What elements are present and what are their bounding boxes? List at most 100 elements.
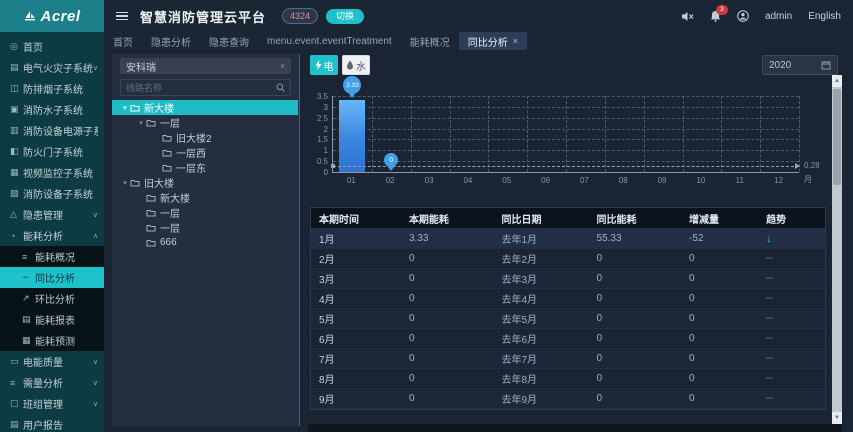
tree-node-7[interactable]: 一层 <box>112 205 298 220</box>
sidebar-subitem-9-1[interactable]: ∼ 同比分析 <box>0 267 104 288</box>
tab-4[interactable]: 能耗概况 <box>401 32 459 50</box>
yoy-bar-chart: 3.33 0 月 0 0.5 1 1.5 2 2.5 3 3.5 01 02 03 04 05 06 07 08… <box>310 76 822 204</box>
search-icon[interactable] <box>276 83 285 92</box>
table-cell: 0 <box>596 333 603 344</box>
sidebar-item-3[interactable]: ▣ 消防水子系统 <box>0 99 104 120</box>
y-axis-label: 3.5 <box>316 92 328 101</box>
trend-none: -- <box>766 273 773 284</box>
sidebar-item-label: 视频监控子系统 <box>23 169 93 180</box>
video-icon: ▦ <box>10 167 19 177</box>
sidebar-item-1[interactable]: ▤ 电气火灾子系统 ∨ <box>0 57 104 78</box>
sidebar-subitem-9-2[interactable]: ↗ 环比分析 <box>0 288 104 309</box>
grid-line-v <box>449 96 451 172</box>
table-cell: 0 <box>596 373 603 384</box>
chevron-up-icon: ∧ <box>92 232 98 240</box>
tab-3[interactable]: menu.event.eventTreatment <box>258 32 401 50</box>
sidebar-subitem-9-4[interactable]: ▦ 能耗预测 <box>0 330 104 351</box>
table-cell: 0 <box>689 273 695 284</box>
chevron-down-icon: ∨ <box>92 379 98 387</box>
yoy-table: 本期时间 本期能耗 同比日期 同比能耗 增减量 趋势 1月 3.33 去年1月 55.33 -52… <box>310 207 826 410</box>
bell-icon[interactable]: 3 <box>710 5 728 22</box>
home-icon: ◎ <box>10 41 18 51</box>
collapse-menu-icon[interactable] <box>116 11 128 21</box>
year-picker[interactable]: 2020 <box>762 55 838 75</box>
table-row-5: 6月 0 去年6月 0 0 -- <box>311 329 825 349</box>
tree-node-2[interactable]: 旧大楼2 <box>112 130 298 145</box>
tab-label: 隐患分析 <box>151 37 191 49</box>
tree-node-9[interactable]: 666 <box>112 235 298 250</box>
caret-down-icon[interactable]: ▾ <box>139 119 143 127</box>
y-axis-label: 0.5 <box>316 157 328 167</box>
username[interactable]: admin <box>764 10 793 22</box>
line-search-input[interactable] <box>121 82 276 93</box>
sidebar-item-8[interactable]: △ 隐患管理 ∨ <box>0 204 104 225</box>
tab-close-icon[interactable]: × <box>512 36 518 46</box>
x-axis-label: 06 <box>541 176 551 185</box>
sidebar-item-6[interactable]: ▦ 视频监控子系统 <box>0 162 104 183</box>
water-tab-button[interactable]: 水 <box>342 55 370 75</box>
table-cell: 0 <box>596 253 603 264</box>
scroll-up-arrow-icon[interactable]: ▲ <box>832 75 842 87</box>
grid-line-v <box>410 96 412 172</box>
grid-line-v <box>371 96 373 172</box>
vertical-scrollbar[interactable]: ▲ ▼ <box>832 75 842 424</box>
caret-down-icon[interactable]: ▾ <box>123 104 127 112</box>
tree-node-1[interactable]: ▾ 一层 <box>112 115 298 130</box>
user-avatar-icon[interactable] <box>737 10 749 22</box>
caret-down-icon[interactable]: ▾ <box>123 179 127 187</box>
tree-node-4[interactable]: 一层东 <box>112 160 298 175</box>
sidebar-item-5[interactable]: ◧ 防火门子系统 <box>0 141 104 162</box>
sidebar-item-label: 防火门子系统 <box>23 148 83 159</box>
table-cell: 0 <box>689 393 695 404</box>
tree-node-3[interactable]: 一层西 <box>112 145 298 160</box>
sidebar-item-4[interactable]: ▥ 消防设备电源子系统 <box>0 120 104 141</box>
quality-icon: ▭ <box>10 356 19 366</box>
min-value-marker: 0 <box>384 153 399 171</box>
sidebar-item-12[interactable]: ▢ 班组管理 ∨ <box>0 393 104 414</box>
grid-line-v <box>566 96 567 172</box>
scroll-down-arrow-icon[interactable]: ▼ <box>832 412 842 424</box>
forecast-icon: ▦ <box>22 335 31 345</box>
table-cell: 去年5月 <box>501 315 538 326</box>
org-select[interactable]: 安科瑞 ∨ <box>120 58 291 74</box>
table-row-6: 7月 0 去年7月 0 0 -- <box>311 349 825 369</box>
sidebar-item-10[interactable]: ▭ 电能质量 ∨ <box>0 351 104 372</box>
water-label: 水 <box>356 61 366 73</box>
tab-0[interactable]: 首页 <box>104 32 142 50</box>
calendar-icon <box>821 60 831 70</box>
line-search <box>120 79 291 96</box>
tab-5[interactable]: 同比分析 × <box>458 32 527 50</box>
table-cell: 8月 <box>319 375 335 386</box>
sidebar-item-2[interactable]: ◫ 防排烟子系统 <box>0 78 104 99</box>
electric-tab-button[interactable]: 电 <box>310 55 338 75</box>
sidebar-subitem-9-0[interactable]: ≡ 能耗概况 <box>0 246 104 267</box>
sidebar-item-0[interactable]: ◎ 首页 <box>0 36 104 57</box>
sidebar-item-13[interactable]: ▤ 用户报告 <box>0 414 104 432</box>
sidebar-menu: ◎首页▤电气火灾子系统∨◫防排烟子系统▣消防水子系统▥消防设备电源子系统◧防火门… <box>0 32 104 432</box>
sidebar-item-7[interactable]: ▧ 消防设备子系统 <box>0 183 104 204</box>
x-axis-label: 04 <box>463 176 473 185</box>
sidebar-submenu: ≡ 能耗概况 ∼ 同比分析 ↗ 环比分析 ▤ 能耗报表 ▦ 能耗预测 <box>0 246 104 351</box>
sidebar-item-label: 同比分析 <box>35 274 75 285</box>
table-row-0: 1月 3.33 去年1月 55.33 -52 ↓ <box>311 229 825 249</box>
tree-node-8[interactable]: 一层 <box>112 220 298 235</box>
tree-node-6[interactable]: 新大楼 <box>112 190 298 205</box>
tab-1[interactable]: 隐患分析 <box>142 32 200 50</box>
tree-node-0[interactable]: ▾ 新大楼 <box>112 100 298 115</box>
mute-speaker-icon[interactable] <box>681 11 694 22</box>
tab-2[interactable]: 隐患查询 <box>200 32 258 50</box>
table-cell: 0 <box>408 273 415 284</box>
switch-button[interactable]: 切换 <box>326 8 365 24</box>
mom-icon: ↗ <box>22 293 30 303</box>
language-switch[interactable]: English <box>808 10 841 22</box>
sidebar-item-11[interactable]: ≡ 需量分析 ∨ <box>0 372 104 393</box>
scrollbar-thumb[interactable] <box>833 89 841 185</box>
tree-node-5[interactable]: ▾ 旧大楼 <box>112 175 298 190</box>
tab-label: 同比分析 <box>467 37 508 49</box>
brand-logo: Acrel <box>0 0 104 32</box>
sidebar-subitem-9-3[interactable]: ▤ 能耗报表 <box>0 309 104 330</box>
sidebar-item-9[interactable]: ◔ 能耗分析 ∧ <box>0 225 104 246</box>
grid-line-v <box>604 96 606 172</box>
table-header: 本期时间 本期能耗 同比日期 同比能耗 增减量 趋势 <box>311 208 825 229</box>
